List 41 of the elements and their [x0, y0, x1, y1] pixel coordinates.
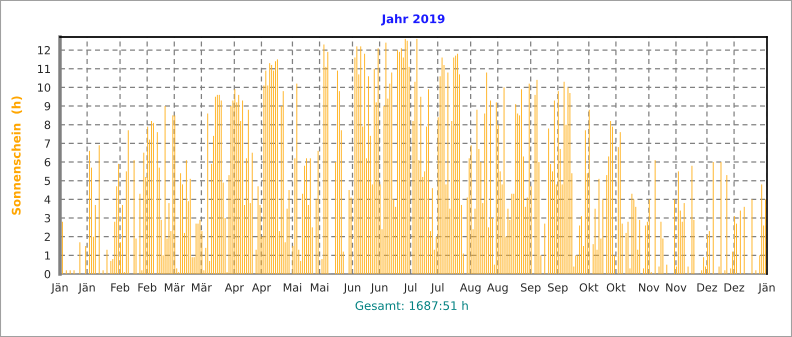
x-tick-label: Mär — [192, 283, 212, 292]
y-tick-label: 3 — [44, 214, 50, 222]
x-tick-label: Sep — [548, 283, 568, 294]
x-tick-label: Feb — [111, 283, 130, 292]
x-tick-label: Aug — [460, 283, 480, 294]
x-tick-label: Nov — [666, 283, 686, 292]
y-tick-label: 2 — [44, 232, 50, 241]
y-tick-label: 5 — [44, 176, 50, 186]
x-tick-label: Mär — [164, 283, 185, 292]
x-tick-label: Okt — [606, 283, 626, 292]
x-tick-label: Apr — [224, 283, 244, 294]
y-tick-label: 10 — [38, 83, 50, 92]
x-tick-label: Mai — [284, 283, 302, 292]
x-tick-label: Apr — [252, 283, 272, 294]
x-tick-label: Jun — [343, 283, 360, 294]
chart-title: Jahr 2019 — [381, 14, 445, 26]
x-tick-label: Jän — [50, 283, 68, 294]
x-tick-label: Jul — [403, 283, 416, 294]
x-tick-label: Nov — [639, 283, 660, 292]
y-tick-label: 1 — [45, 251, 50, 260]
x-tick-label: Jun — [370, 283, 388, 294]
y-axis-title: Sonnenschein (h) — [12, 96, 22, 215]
y-tick-label: 9 — [44, 102, 50, 110]
x-tick-label: Jul — [430, 283, 444, 294]
text: Gesamt: 1687:51 h — [356, 300, 468, 310]
y-tick-label: 6 — [44, 158, 50, 166]
y-tick-label: 4 — [44, 195, 50, 204]
x-tick-label: Dez — [697, 283, 718, 292]
x-tick-label: Aug — [487, 283, 508, 294]
x-tick-label: Jän — [758, 283, 775, 294]
y-tick-label: 11 — [38, 64, 50, 73]
y-tick-label: 7 — [44, 139, 50, 148]
y-tick-label: 0 — [44, 270, 50, 278]
y-tick-label: 12 — [38, 46, 50, 54]
x-tick-label: Sep — [520, 283, 541, 294]
x-tick-label: Okt — [580, 283, 598, 292]
x-tick-label: Jän — [78, 283, 95, 294]
x-tick-label: Mai — [310, 283, 328, 292]
x-tick-label: Dez — [724, 283, 744, 292]
x-tick-label: Feb — [138, 283, 156, 292]
y-tick-label: 8 — [44, 120, 50, 130]
